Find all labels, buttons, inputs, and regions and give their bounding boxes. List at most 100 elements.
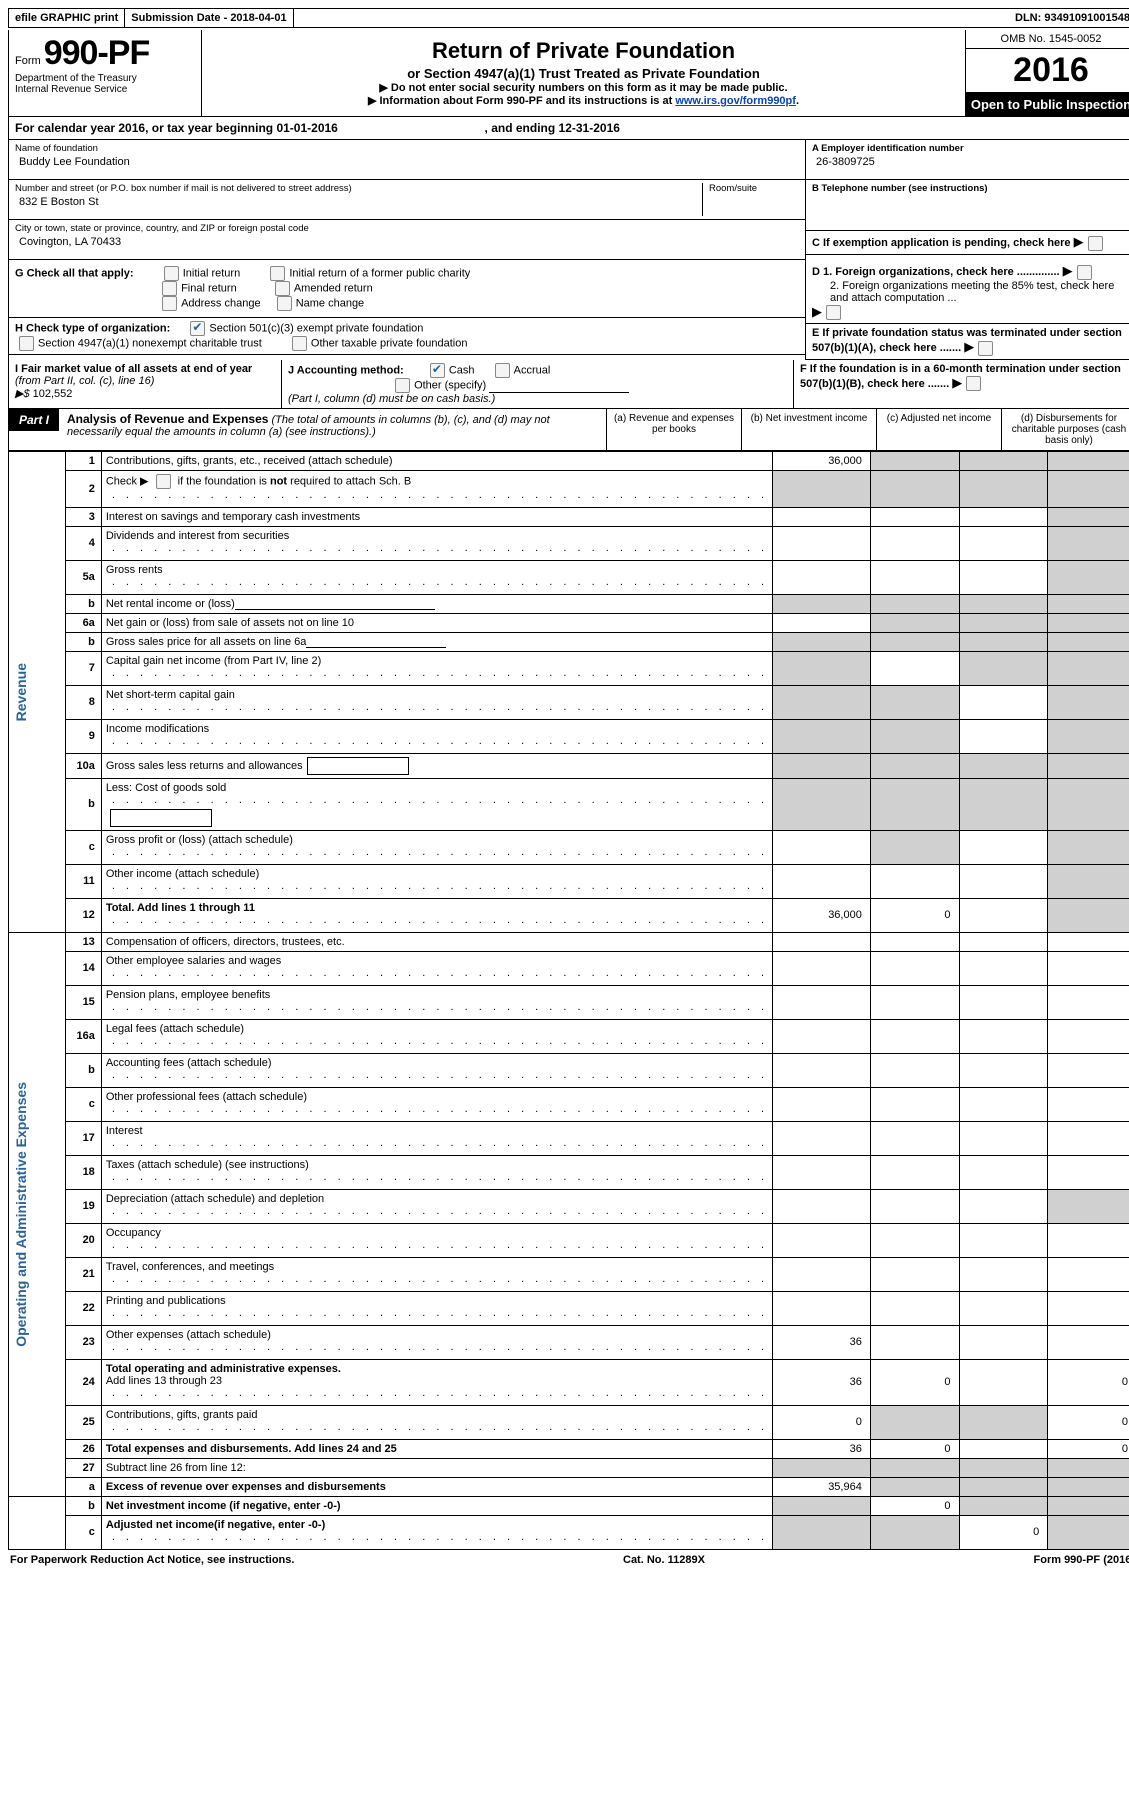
- r2-checkbox[interactable]: [156, 474, 171, 489]
- row-5b: bNet rental income or (loss): [9, 594, 1129, 613]
- row-3: 3Interest on savings and temporary cash …: [9, 507, 1129, 526]
- col-a-header: (a) Revenue and expenses per books: [606, 409, 741, 450]
- row-16b: bAccounting fees (attach schedule): [9, 1053, 1129, 1087]
- d2-checkbox[interactable]: [826, 305, 841, 320]
- h-4947-checkbox[interactable]: [19, 336, 34, 351]
- r1-b: [870, 451, 959, 470]
- e-checkbox[interactable]: [978, 341, 993, 356]
- g-name: Name change: [296, 297, 365, 309]
- c-label: C If exemption application is pending, c…: [812, 237, 1071, 249]
- j-accrual: Accrual: [514, 364, 551, 376]
- address-cell: Number and street (or P.O. box number if…: [9, 180, 805, 220]
- part1-title: Analysis of Revenue and Expenses: [67, 412, 268, 426]
- ein-label: A Employer identification number: [812, 143, 1129, 154]
- r2-end: required to attach Sch. B: [287, 475, 411, 487]
- r2-c: [959, 470, 1048, 507]
- row-10b: bLess: Cost of goods sold: [9, 778, 1129, 830]
- row-10c: cGross profit or (loss) (attach schedule…: [9, 830, 1129, 864]
- j-accrual-checkbox[interactable]: [495, 363, 510, 378]
- phone-cell: B Telephone number (see instructions): [806, 180, 1129, 231]
- cal-begin: 01-01-2016: [276, 121, 337, 135]
- row-2: 2 Check ▶ if the foundation is not requi…: [9, 470, 1129, 507]
- col-d-header: (d) Disbursements for charitable purpose…: [1001, 409, 1129, 450]
- tax-year: 2016: [966, 49, 1129, 93]
- g-initial-checkbox[interactable]: [164, 266, 179, 281]
- row-18: 18Taxes (attach schedule) (see instructi…: [9, 1155, 1129, 1189]
- form-header: Form 990-PF Department of the Treasury I…: [8, 30, 1129, 117]
- g-final-checkbox[interactable]: [162, 281, 177, 296]
- j-cash: Cash: [449, 364, 475, 376]
- r4-desc: Dividends and interest from securities: [101, 526, 772, 560]
- r2-post: if the foundation is: [175, 475, 270, 487]
- c-checkbox[interactable]: [1088, 236, 1103, 251]
- i-label-em: (from Part II, col. (c), line 16): [15, 375, 154, 387]
- d1-label: D 1. Foreign organizations, check here .…: [812, 266, 1060, 278]
- g-initial-former-checkbox[interactable]: [270, 266, 285, 281]
- row-27a: aExcess of revenue over expenses and dis…: [9, 1477, 1129, 1496]
- g-final: Final return: [181, 282, 237, 294]
- j-cash-checkbox[interactable]: [430, 363, 445, 378]
- h-other-checkbox[interactable]: [292, 336, 307, 351]
- city-cell: City or town, state or province, country…: [9, 220, 805, 260]
- row-12: 12Total. Add lines 1 through 1136,0000: [9, 898, 1129, 932]
- cal-pre: For calendar year 2016, or tax year begi…: [15, 121, 276, 135]
- g-amended: Amended return: [294, 282, 373, 294]
- h-other: Other taxable private foundation: [311, 337, 468, 349]
- r2-a: [773, 470, 871, 507]
- foundation-name: Buddy Lee Foundation: [15, 154, 799, 176]
- col-b-header: (b) Net investment income: [741, 409, 876, 450]
- revenue-side-label: Revenue: [13, 663, 29, 721]
- row-23: 23Other expenses (attach schedule)36: [9, 1325, 1129, 1359]
- f-checkbox[interactable]: [966, 376, 981, 391]
- expense-side: Operating and Administrative Expenses: [9, 932, 66, 1496]
- submission-date: Submission Date - 2018-04-01: [125, 9, 293, 27]
- h-501c3-checkbox[interactable]: [190, 321, 205, 336]
- i-label-pre: I Fair market value of all assets at end…: [15, 363, 252, 375]
- g-amended-checkbox[interactable]: [275, 281, 290, 296]
- efile-print-label[interactable]: efile GRAPHIC print: [9, 9, 125, 27]
- part1-table: Revenue 1 Contributions, gifts, grants, …: [8, 451, 1129, 1550]
- part1-label: Part I: [9, 409, 59, 431]
- header-left: Form 990-PF Department of the Treasury I…: [9, 30, 202, 116]
- cal-mid: , and ending: [485, 121, 559, 135]
- j-label: J Accounting method:: [288, 364, 404, 376]
- e-cell: E If private foundation status was termi…: [806, 324, 1129, 360]
- g-address-checkbox[interactable]: [162, 296, 177, 311]
- row-16a: 16aLegal fees (attach schedule): [9, 1019, 1129, 1053]
- g-name-checkbox[interactable]: [277, 296, 292, 311]
- dept-treasury: Department of the Treasury: [15, 73, 195, 84]
- section-i-j-f: I Fair market value of all assets at end…: [8, 360, 1129, 409]
- row-19: 19Depreciation (attach schedule) and dep…: [9, 1189, 1129, 1223]
- irs-label: Internal Revenue Service: [15, 84, 195, 95]
- ssn-note: ▶ Do not enter social security numbers o…: [208, 81, 959, 94]
- cal-end: 12-31-2016: [559, 121, 620, 135]
- j-other: Other (specify): [414, 379, 486, 391]
- row-24: 24Total operating and administrative exp…: [9, 1359, 1129, 1405]
- city-label: City or town, state or province, country…: [15, 223, 799, 234]
- addr-label: Number and street (or P.O. box number if…: [15, 183, 702, 194]
- h-label: H Check type of organization:: [15, 322, 170, 334]
- r1-num: 1: [66, 451, 102, 470]
- info-note-pre: ▶ Information about Form 990-PF and its …: [368, 95, 675, 107]
- j-other-checkbox[interactable]: [395, 378, 410, 393]
- row-4: 4Dividends and interest from securities: [9, 526, 1129, 560]
- g-initial: Initial return: [183, 267, 240, 279]
- r1-d: [1048, 451, 1129, 470]
- d-cell: D 1. Foreign organizations, check here .…: [806, 260, 1129, 324]
- expense-side-label: Operating and Administrative Expenses: [13, 1082, 29, 1347]
- row-13: Operating and Administrative Expenses 13…: [9, 932, 1129, 951]
- irs-link[interactable]: www.irs.gov/form990pf: [675, 95, 796, 107]
- r2-bold: not: [270, 475, 287, 487]
- i-value: 102,552: [33, 388, 73, 400]
- info-note: ▶ Information about Form 990-PF and its …: [208, 94, 959, 107]
- col-headers: (a) Revenue and expenses per books (b) N…: [606, 409, 1129, 450]
- d1-checkbox[interactable]: [1077, 265, 1092, 280]
- footer-left: For Paperwork Reduction Act Notice, see …: [10, 1554, 294, 1566]
- g-label: G Check all that apply:: [15, 267, 134, 279]
- row-26: 26Total expenses and disbursements. Add …: [9, 1439, 1129, 1458]
- row-6b: bGross sales price for all assets on lin…: [9, 632, 1129, 651]
- row-10a: 10aGross sales less returns and allowanc…: [9, 753, 1129, 778]
- form-subtitle: or Section 4947(a)(1) Trust Treated as P…: [208, 66, 959, 81]
- section-g-d: G Check all that apply: Initial return I…: [8, 260, 1129, 360]
- col-c-header: (c) Adjusted net income: [876, 409, 1001, 450]
